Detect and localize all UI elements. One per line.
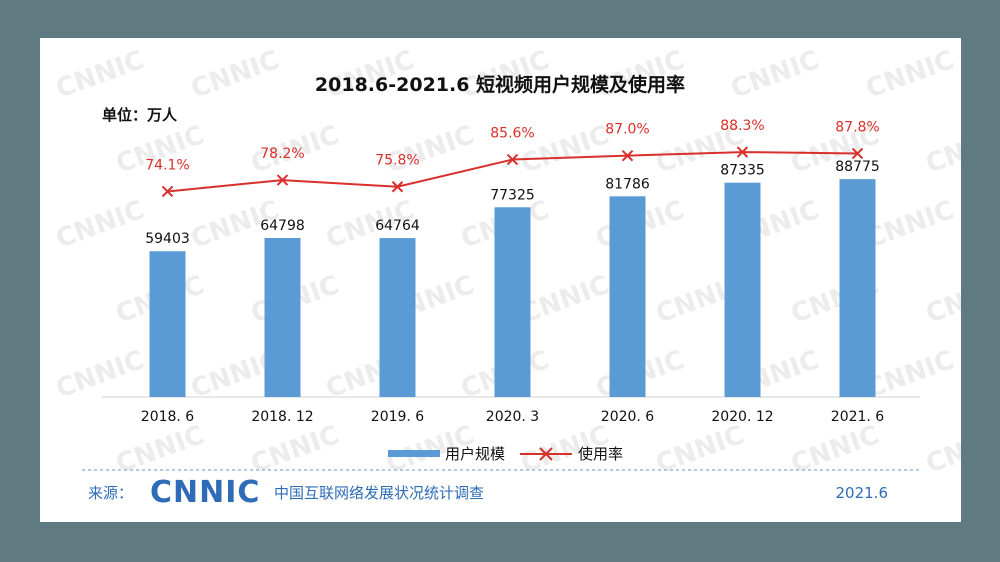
- watermark-text: CNNIC: [922, 420, 961, 479]
- rate-marker: [276, 174, 289, 186]
- bar-value-label: 81786: [605, 176, 650, 192]
- bar-value-label: 64798: [260, 218, 305, 234]
- legend-bar-swatch: [388, 450, 440, 457]
- watermark-text: CNNIC: [787, 420, 883, 479]
- watermark-text: CNNIC: [727, 45, 823, 104]
- watermark-text: CNNIC: [922, 120, 961, 179]
- x-tick-label: 2019. 6: [371, 409, 425, 425]
- rate-value-label: 78.2%: [260, 146, 304, 162]
- legend-line-label: 使用率: [578, 445, 623, 463]
- chart-title: 2018.6-2021.6 短视频用户规模及使用率: [315, 73, 685, 96]
- rate-value-label: 74.1%: [145, 157, 189, 173]
- unit-label: 单位：万人: [102, 106, 178, 124]
- bar-value-label: 77325: [490, 187, 535, 203]
- rate-marker: [851, 147, 864, 160]
- watermark-text: CNNIC: [517, 270, 613, 329]
- bar: [149, 251, 186, 397]
- legend-bar-label: 用户规模: [445, 445, 505, 463]
- watermark-text: CNNIC: [112, 420, 208, 479]
- bar-value-label: 87335: [720, 163, 765, 179]
- bar: [609, 196, 646, 397]
- chart-card: CNNIC CNNIC CNNIC CNNIC CNNIC CNNIC CNNIC CNNIC…: [40, 38, 961, 522]
- watermark-text: CNNIC: [187, 45, 283, 104]
- x-tick-label: 2020. 6: [601, 409, 655, 425]
- footer-source-label: 来源：: [88, 484, 133, 502]
- rate-line-layer: [161, 146, 864, 198]
- rate-value-label: 88.3%: [720, 118, 764, 134]
- bar: [724, 182, 761, 397]
- watermark-text: CNNIC: [922, 270, 961, 329]
- bar-value-label: 59403: [145, 231, 190, 247]
- watermark-text: CNNIC: [862, 45, 958, 104]
- rate-marker: [736, 146, 749, 158]
- x-tick-label: 2020. 3: [486, 409, 539, 425]
- rate-marker: [391, 181, 404, 193]
- watermark-text: CNNIC: [247, 420, 343, 479]
- rate-value-label: 87.0%: [605, 122, 649, 138]
- cnnic-logo: CNNIC: [150, 475, 260, 510]
- legend-cross-marker: [539, 447, 553, 461]
- x-tick-label: 2020. 12: [711, 409, 773, 425]
- rate-value-label: 75.8%: [375, 153, 419, 169]
- footer-date: 2021.6: [836, 484, 889, 502]
- bar: [494, 207, 531, 397]
- bar-value-label: 88775: [835, 159, 880, 175]
- rate-value-label: 85.6%: [490, 126, 534, 142]
- watermark-text: CNNIC: [652, 420, 748, 479]
- x-tick-label: 2018. 6: [141, 409, 195, 425]
- x-tick-label: 2018. 12: [251, 409, 313, 425]
- bars-layer: [149, 179, 876, 397]
- x-tick-label: 2021. 6: [831, 409, 885, 425]
- legend: 用户规模 使用率: [388, 445, 623, 463]
- bar: [264, 237, 301, 397]
- labels-layer: 59403 74.1% 64798 78.2% 64764 75.8% 77325 85.6%…: [145, 118, 880, 247]
- watermark-text: CNNIC: [52, 195, 148, 254]
- bar: [839, 179, 876, 397]
- bar: [379, 238, 416, 397]
- bar-value-label: 64764: [375, 218, 420, 234]
- rate-marker: [621, 149, 634, 162]
- rate-marker: [506, 153, 519, 166]
- watermark-text: CNNIC: [862, 195, 958, 254]
- footer-org: 中国互联网络发展状况统计调查: [274, 484, 484, 502]
- rate-marker: [161, 185, 174, 198]
- watermark-text: CNNIC: [862, 345, 958, 404]
- watermark-text: CNNIC: [52, 45, 148, 104]
- watermark-text: CNNIC: [52, 345, 148, 404]
- chart-svg: CNNIC CNNIC CNNIC CNNIC CNNIC CNNIC CNNICCNNIC…: [52, 45, 961, 510]
- rate-value-label: 87.8%: [835, 119, 879, 135]
- x-ticks-layer: 2018. 6 2018. 12 2019. 6 2020. 3 2020. 6 2020…: [141, 409, 885, 425]
